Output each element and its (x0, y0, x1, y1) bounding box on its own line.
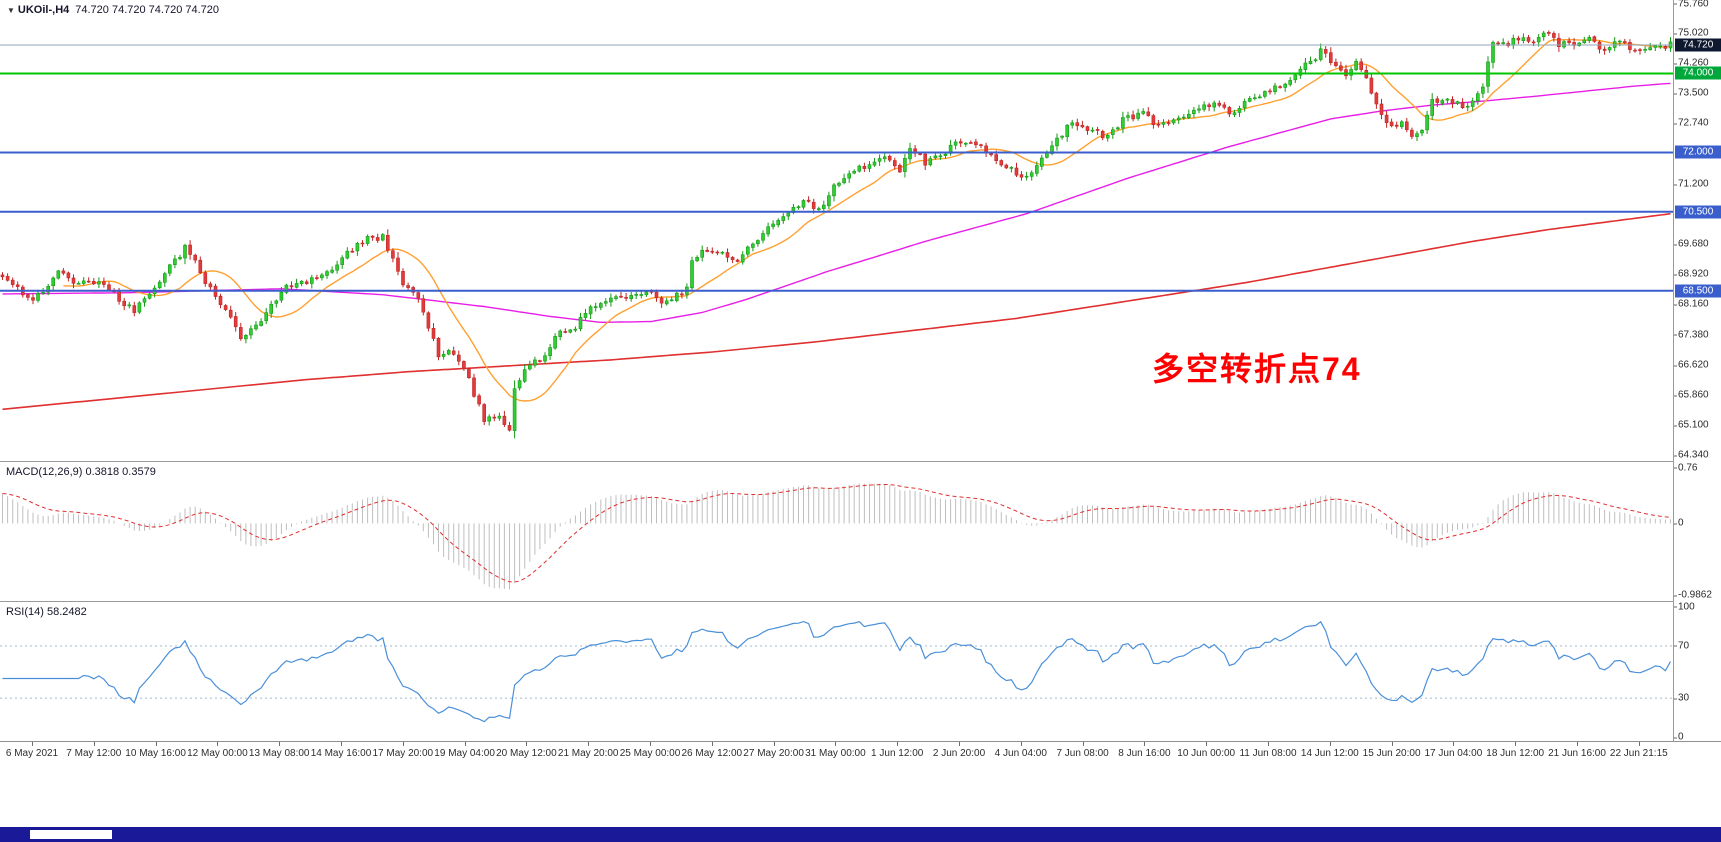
time-tick-label: 21 May 20:00 (557, 748, 619, 759)
time-tick-mark (279, 742, 281, 746)
time-tick-label: 22 Jun 21:15 (1609, 748, 1668, 759)
time-tick-label: 31 May 00:00 (805, 748, 866, 759)
time-tick-mark (1268, 742, 1269, 746)
rsi-indicator-label: RSI(14) 58.2482 (6, 606, 87, 618)
time-tick-label: 20 May 12:00 (496, 748, 557, 759)
ohlc-values: 74.720 74.720 74.720 74.720 (75, 4, 220, 16)
time-tick-label: 10 May 16:00 (125, 748, 186, 759)
time-tick-mark (32, 742, 33, 746)
macd-indicator-label: MACD(12,26,9) 0.3818 0.3579 (6, 466, 156, 478)
time-tick-mark (1082, 742, 1084, 746)
time-tick-mark (464, 742, 466, 746)
price-tick-label: 65.860 (1674, 389, 1709, 401)
time-tick-mark (959, 742, 960, 746)
time-tick-label: 2 Jun 20:00 (932, 748, 986, 759)
time-axis[interactable]: 6 May 2021 7 May 12:00 10 May 16:00 12 May … (0, 741, 1721, 771)
time-tick-label: 10 Jun 00:00 (1177, 748, 1236, 759)
time-tick-label: 13 May 08:00 (248, 748, 310, 759)
time-tick-label: 17 May 20:00 (372, 748, 434, 759)
time-tick-label: 6 May 2021 (5, 748, 59, 759)
price-level-badge: 72.000 (1675, 145, 1721, 159)
time-tick-label: 7 May 12:00 (66, 748, 122, 759)
price-level-badge: 74.000 (1675, 66, 1721, 80)
macd-canvas[interactable] (0, 462, 1673, 601)
time-tick-mark (588, 742, 590, 746)
price-level-badge: 70.500 (1675, 205, 1721, 219)
time-tick-mark (1391, 742, 1393, 746)
time-tick-mark (1329, 742, 1331, 746)
macd-tick-label: -0.9862 (1674, 589, 1712, 601)
time-tick-mark (1453, 742, 1455, 746)
time-tick-label: 14 Jun 12:00 (1300, 748, 1359, 759)
time-tick-label: 26 May 12:00 (681, 748, 743, 759)
time-tick-label: 8 Jun 16:00 (1118, 748, 1171, 759)
time-tick-mark (402, 742, 404, 746)
time-tick-mark (1144, 742, 1146, 746)
time-tick-label: 14 May 16:00 (310, 748, 372, 759)
price-axis[interactable]: 75.760 75.020 74.260 73.500 72.740 71.200 69.6… (1673, 0, 1721, 743)
time-tick-label: 12 May 00:00 (187, 748, 248, 759)
time-tick-mark (217, 742, 219, 746)
time-tick-mark (526, 742, 528, 746)
price-tick-label: 66.620 (1674, 359, 1709, 371)
rsi-tick-label: 100 (1674, 601, 1695, 613)
time-tick-mark (341, 742, 342, 746)
time-tick-mark (711, 742, 713, 746)
chart-title-bar: ▼ UKOil-,H4 74.720 74.720 74.720 74.720 (7, 4, 219, 16)
time-tick-label: 25 May 00:00 (619, 748, 681, 759)
time-tick-mark (93, 742, 95, 746)
time-tick-mark (773, 742, 775, 746)
price-tick-label: 65.100 (1674, 419, 1709, 431)
price-level-badge: 74.720 (1675, 38, 1721, 52)
time-tick-mark (835, 742, 837, 746)
price-chart[interactable] (0, 0, 1673, 461)
time-tick-mark (155, 742, 157, 746)
time-tick-label: 4 Jun 04:00 (994, 748, 1047, 759)
time-tick-mark (1020, 742, 1022, 746)
time-tick-label: 15 Jun 20:00 (1362, 748, 1421, 759)
price-tick-label: 71.200 (1674, 178, 1709, 190)
time-tick-label: 11 Jun 08:00 (1239, 748, 1297, 759)
time-tick-mark (897, 742, 899, 746)
price-tick-label: 73.500 (1674, 87, 1709, 99)
time-tick-label: 19 May 04:00 (434, 748, 495, 759)
price-tick-label: 68.160 (1674, 298, 1709, 310)
price-tick-label: 67.380 (1674, 329, 1709, 341)
macd-tick-label: 0 (1674, 517, 1684, 529)
time-tick-label: 27 May 20:00 (743, 748, 804, 759)
time-tick-mark (1515, 742, 1517, 746)
time-tick-label: 7 Jun 08:00 (1056, 748, 1109, 759)
price-tick-label: 75.760 (1674, 0, 1709, 10)
taskbar-item[interactable] (30, 830, 112, 839)
rsi-tick-label: 30 (1673, 692, 1690, 704)
macd-tick-label: 0.76 (1673, 462, 1698, 474)
time-tick-mark (1206, 742, 1208, 746)
price-tick-label: 75.020 (1674, 27, 1709, 39)
price-tick-label: 72.740 (1674, 117, 1709, 129)
time-tick-label: 21 Jun 16:00 (1548, 748, 1606, 759)
chart-shift-icon: ▼ (7, 6, 15, 15)
price-tick-label: 68.920 (1674, 268, 1709, 280)
panel-separator[interactable] (0, 601, 1721, 602)
time-tick-mark (1638, 742, 1640, 746)
price-tick-label: 64.340 (1674, 449, 1709, 461)
time-tick-label: 18 Jun 12:00 (1486, 748, 1545, 759)
time-tick-label: 1 Jun 12:00 (871, 748, 924, 759)
panel-separator[interactable] (0, 461, 1721, 462)
rsi-canvas[interactable] (0, 602, 1673, 741)
time-tick-label: 17 Jun 04:00 (1424, 748, 1483, 759)
taskbar[interactable] (0, 827, 1721, 842)
rsi-chart[interactable] (0, 602, 1673, 741)
price-level-badge: 68.500 (1675, 284, 1721, 298)
time-tick-mark (650, 742, 651, 746)
price-tick-label: 69.680 (1674, 238, 1709, 250)
chart-annotation-text: 多空转折点74 (1152, 351, 1362, 387)
symbol-timeframe-label: UKOil-,H4 (17, 4, 70, 16)
price-chart-canvas[interactable] (0, 0, 1673, 461)
time-tick-mark (1577, 742, 1578, 746)
rsi-tick-label: 70 (1673, 640, 1690, 652)
macd-chart[interactable] (0, 462, 1673, 601)
price-tick-label: 74.260 (1674, 57, 1709, 69)
rsi-tick-label: 0 (1674, 731, 1684, 743)
